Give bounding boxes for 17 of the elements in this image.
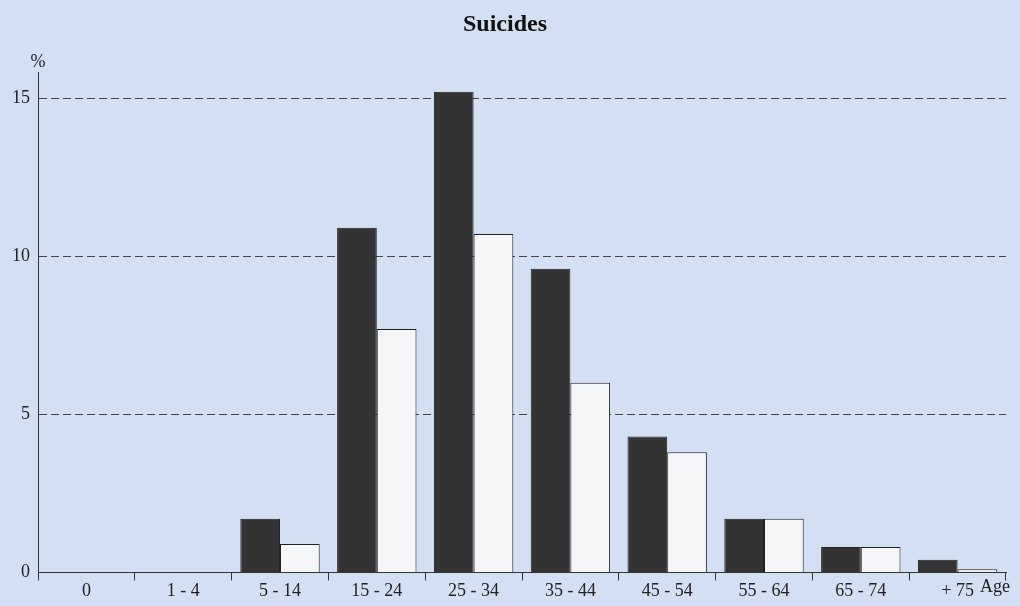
x-tick-label: 1 - 4 [166,579,200,600]
y-tick-label: 10 [12,244,30,265]
chart-title: Suicides [462,9,548,36]
x-tick-label: 25 - 34 [448,579,500,600]
y-tick-label: 5 [21,403,30,424]
x-tick-label: 45 - 54 [641,579,693,600]
x-tick-label: 55 - 64 [738,579,790,600]
x-tick-label: 35 - 44 [544,579,596,600]
x-tick-label: 0 [81,579,91,600]
x-axis-title: Age [979,576,1010,597]
x-tick-label: + 75 [941,579,974,600]
x-tick-label: 65 - 74 [835,579,887,600]
x-tick-label: 5 - 14 [259,579,301,600]
y-tick-label: 15 [12,86,30,107]
x-tick-label: 15 - 24 [351,579,403,600]
y-tick-label: 0 [21,561,30,582]
y-axis-title: % [30,50,46,71]
